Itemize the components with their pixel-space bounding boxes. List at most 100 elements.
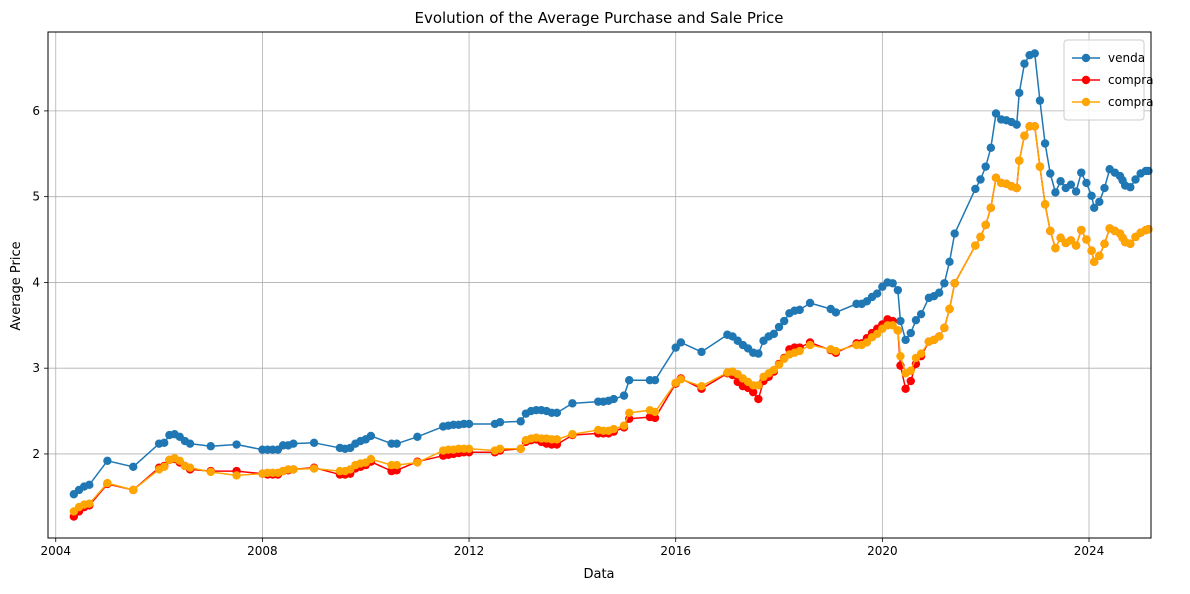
data-point [1077, 225, 1086, 235]
series-line [73, 52, 1149, 495]
data-point [893, 326, 903, 335]
data-point [619, 391, 629, 400]
legend: venda compra compra [1063, 39, 1154, 121]
data-point [625, 408, 634, 417]
data-point [906, 366, 915, 375]
x-tick-label: 2012 [454, 544, 485, 558]
y-tick-label: 6 [32, 104, 40, 118]
data-point [769, 329, 779, 339]
y-tick-label: 2 [32, 447, 40, 461]
data-point [950, 279, 959, 288]
series-line [73, 125, 1149, 512]
data-point [552, 435, 562, 444]
data-point [413, 458, 422, 467]
data-point [940, 279, 949, 288]
y-tick-label: 5 [32, 190, 40, 204]
data-point [1126, 183, 1135, 192]
data-point [1056, 233, 1065, 243]
data-point [129, 462, 138, 472]
x-tick-label: 2020 [867, 544, 898, 558]
data-point [103, 478, 112, 488]
data-point [289, 465, 298, 474]
data-point [232, 440, 241, 449]
data-point [650, 376, 660, 385]
x-tick-label: 2016 [660, 544, 691, 558]
data-point [1089, 203, 1099, 213]
data-point [1100, 183, 1109, 193]
data-point [697, 347, 706, 357]
data-point [1020, 131, 1029, 140]
legend-label: compra [1108, 73, 1154, 87]
legend-item: compra [1072, 73, 1154, 87]
data-point [1100, 239, 1109, 249]
data-point [1066, 180, 1076, 189]
data-point [1082, 235, 1091, 244]
data-point [888, 279, 897, 288]
data-point [185, 463, 195, 472]
data-point [831, 308, 841, 317]
data-point [896, 316, 905, 326]
data-point [1012, 120, 1021, 129]
data-point [1051, 243, 1060, 253]
data-point [366, 431, 376, 441]
data-point [609, 424, 618, 434]
data-point [754, 394, 763, 404]
x-tick-label: 2004 [40, 544, 71, 558]
data-point [366, 454, 376, 464]
data-point [901, 335, 910, 345]
data-point [619, 421, 629, 430]
data-point [805, 298, 815, 308]
data-point [986, 203, 996, 213]
data-point [1087, 246, 1096, 255]
data-point [206, 442, 215, 451]
data-point [85, 480, 94, 490]
x-axis-label: Data [583, 567, 614, 582]
data-point [893, 285, 903, 295]
data-point [232, 471, 241, 480]
data-point [911, 315, 921, 325]
data-point [1046, 169, 1055, 178]
chart-title: Evolution of the Average Purchase and Sa… [414, 9, 783, 27]
data-point [872, 329, 882, 339]
data-point [916, 349, 926, 358]
data-point [697, 382, 706, 391]
data-point [1071, 241, 1081, 250]
data-point [774, 360, 784, 369]
data-point [950, 229, 959, 238]
data-point [568, 399, 577, 408]
data-point [1066, 236, 1076, 245]
data-point [986, 143, 996, 152]
data-point [495, 418, 505, 427]
data-point [945, 304, 954, 314]
data-point [872, 289, 882, 298]
data-point [1089, 257, 1099, 267]
data-point [795, 346, 804, 356]
data-point [1035, 96, 1045, 105]
data-point [906, 328, 915, 338]
data-point [1095, 197, 1104, 207]
series-2 [69, 122, 1153, 516]
data-point [413, 432, 422, 441]
data-point [160, 438, 169, 447]
legend-item: compra [1072, 95, 1154, 109]
data-point [805, 340, 815, 350]
y-axis-label: Average Price [9, 241, 24, 330]
data-point [896, 351, 905, 361]
data-point [1015, 88, 1024, 98]
data-point [676, 375, 686, 384]
data-point [1056, 177, 1065, 186]
data-point [1126, 239, 1135, 249]
data-point [831, 346, 841, 356]
series-0 [69, 49, 1153, 499]
data-point [289, 439, 298, 448]
data-point [991, 109, 1001, 118]
data-point [1082, 178, 1091, 188]
data-point [392, 439, 401, 448]
data-point [945, 257, 954, 267]
data-point [650, 407, 660, 417]
data-point [625, 376, 634, 385]
data-point [85, 499, 94, 508]
